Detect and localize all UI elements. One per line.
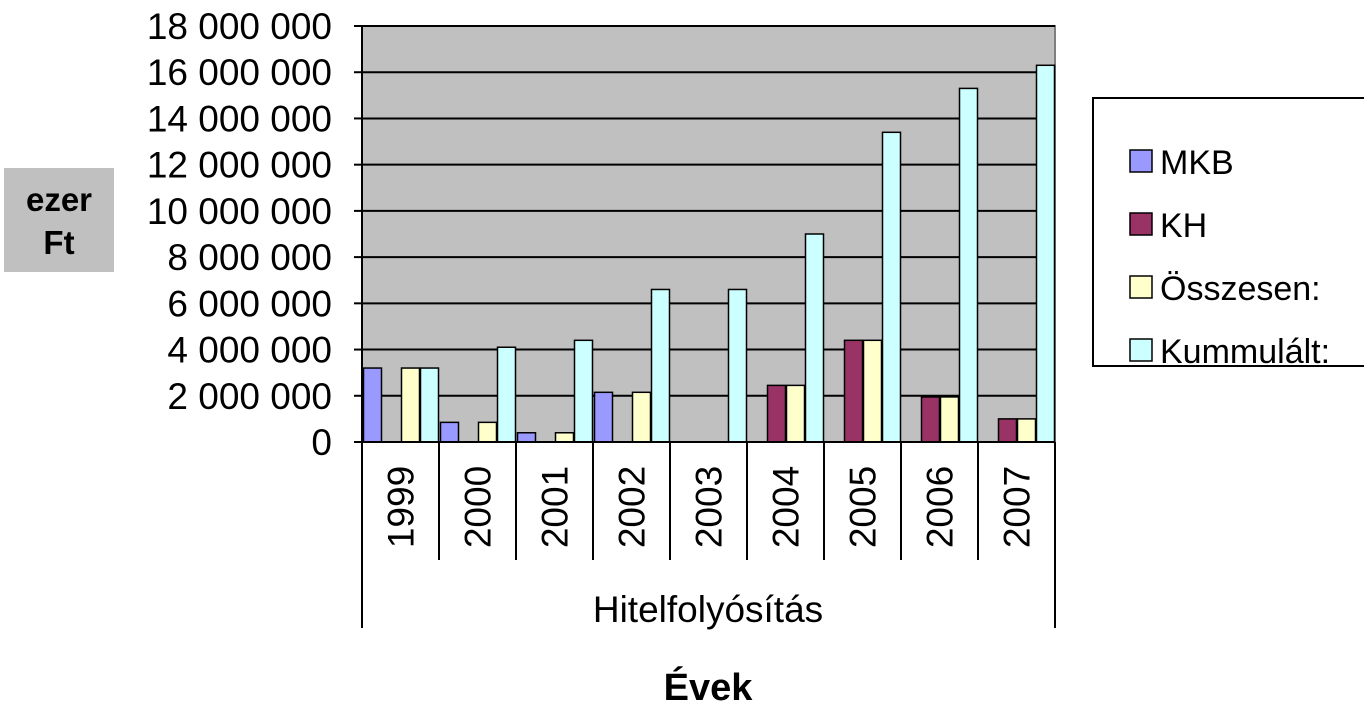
- bar-kummullt-1999: [419, 367, 440, 443]
- bar-mkb-1999: [362, 367, 383, 443]
- bar-sszesen-2007: [1016, 418, 1037, 443]
- y-tick-label: 18 000 000: [147, 6, 332, 47]
- y-tick-label: 0: [311, 422, 332, 463]
- bar-sszesen-1999: [400, 367, 421, 443]
- plot-area: [361, 25, 1056, 443]
- bar-kh-2007: [997, 418, 1018, 443]
- x-tick-label: 2006: [920, 466, 961, 548]
- x-tick-label: 2005: [843, 466, 884, 548]
- y-axis-title-line1: ezer: [26, 181, 92, 218]
- legend-swatch: [1129, 212, 1153, 236]
- legend-swatch: [1129, 149, 1153, 173]
- legend-label: Kummulált:: [1160, 333, 1330, 371]
- bar-kummullt-2000: [496, 346, 517, 443]
- bar-kummullt-2007: [1035, 64, 1056, 443]
- bar-sszesen-2004: [785, 384, 806, 443]
- y-axis-title: ezer Ft: [4, 168, 114, 272]
- bar-kummullt-2003: [727, 288, 748, 443]
- gridlines: [362, 25, 1055, 397]
- y-tick-label: 16 000 000: [147, 52, 332, 93]
- x-tick-labels: 1999 2000 2001 2002 2003 2004 2005 2006 2007: [381, 466, 1038, 548]
- y-tick-label: 6 000 000: [167, 283, 332, 324]
- bar-sszesen-2002: [631, 391, 652, 443]
- y-tick-labels: 0 2 000 000 4 000 000 6 000 000 8 000 000 10 …: [147, 6, 332, 463]
- y-tick-label: 2 000 000: [167, 376, 332, 417]
- y-tick-label: 8 000 000: [167, 237, 332, 278]
- bar-kh-2005: [843, 339, 864, 443]
- legend-label: Összesen:: [1160, 270, 1321, 308]
- y-tick-label: 14 000 000: [147, 98, 332, 139]
- bar-kummullt-2001: [573, 339, 594, 443]
- y-axis-title-box: [4, 168, 114, 272]
- bar-sszesen-2005: [862, 339, 883, 443]
- x-tick-label: 2002: [612, 466, 653, 548]
- bar-sszesen-2000: [477, 421, 498, 443]
- x-axis-title: Évek: [664, 665, 754, 705]
- y-tick-label: 12 000 000: [147, 145, 332, 186]
- legend-label: KH: [1160, 207, 1207, 245]
- x-tick-label: 2004: [766, 466, 807, 548]
- bar-mkb-2000: [439, 421, 460, 443]
- bar-kh-2006: [920, 396, 941, 443]
- axes: [354, 25, 1056, 628]
- bar-kh-2004: [766, 384, 787, 443]
- bar-kummullt-2002: [650, 288, 671, 443]
- bar-sszesen-2001: [554, 432, 575, 443]
- legend-swatch: [1129, 338, 1153, 362]
- legend-label: MKB: [1160, 144, 1234, 182]
- bar-kummullt-2005: [881, 131, 902, 443]
- bar-sszesen-2006: [939, 396, 960, 443]
- bars: [362, 64, 1056, 443]
- bar-kummullt-2006: [958, 87, 979, 443]
- y-tick-label: 10 000 000: [147, 191, 332, 232]
- x-tick-label: 1999: [381, 466, 422, 548]
- legend-swatch: [1129, 275, 1153, 299]
- x-group-label: Hitelfolyósítás: [593, 589, 823, 630]
- bar-mkb-2002: [593, 391, 614, 443]
- y-tick-label: 4 000 000: [167, 330, 332, 371]
- y-axis-title-line2: Ft: [43, 224, 74, 261]
- bar-kummullt-2004: [804, 233, 825, 443]
- x-tick-label: 2001: [535, 466, 576, 548]
- x-tick-label: 2000: [458, 466, 499, 548]
- bar-mkb-2001: [516, 432, 537, 443]
- legend: MKB KH Összesen: Kummulált:: [1092, 97, 1364, 371]
- x-tick-label: 2003: [689, 466, 730, 548]
- x-tick-label: 2007: [997, 466, 1038, 548]
